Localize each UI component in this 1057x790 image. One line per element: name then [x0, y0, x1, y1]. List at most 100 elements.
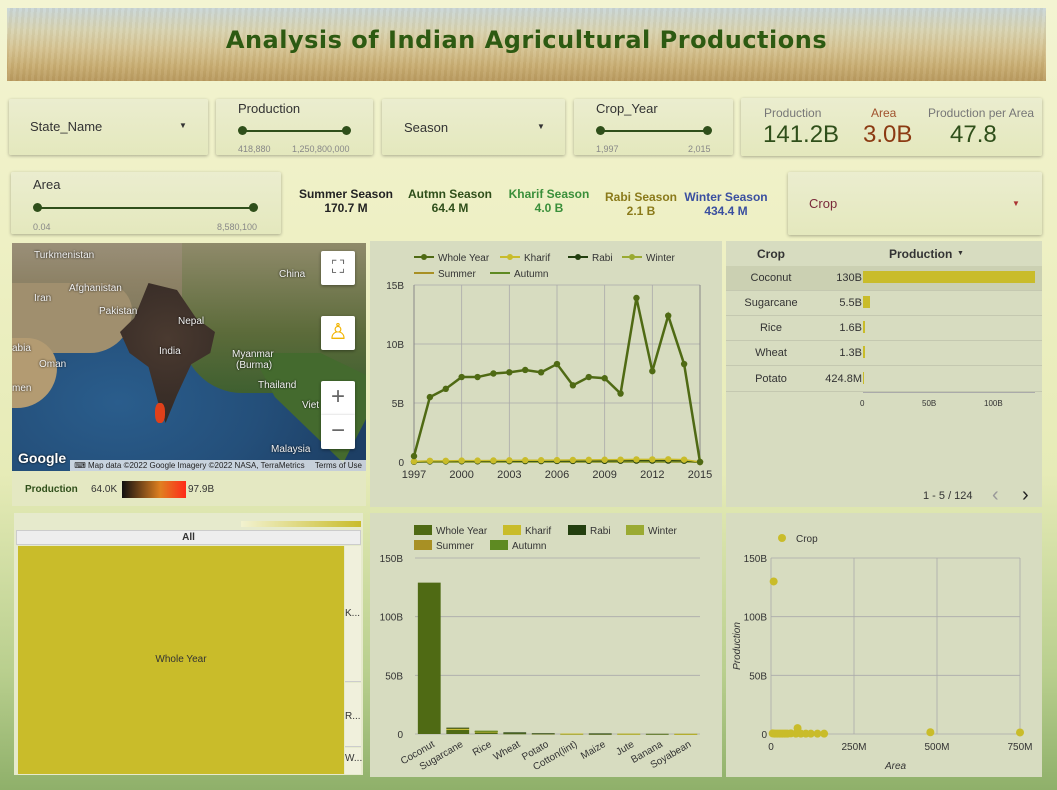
data-point: [537, 369, 545, 376]
treemap-cell-rabi[interactable]: R...: [345, 683, 361, 747]
data-point: [458, 373, 465, 381]
area-slider-min-handle[interactable]: [33, 203, 42, 212]
header-banner: Analysis of Indian Agricultural Producti…: [7, 8, 1046, 81]
y-axis-label: Production: [732, 622, 743, 670]
data-point: [522, 366, 529, 374]
data-point: [665, 312, 672, 319]
table-cell-crop: Coconut: [750, 272, 792, 284]
bar: [588, 733, 612, 735]
data-point: [474, 457, 481, 464]
data-point: [506, 457, 513, 464]
area-slider-max-handle[interactable]: [249, 203, 258, 212]
state-filter[interactable]: State_Name ▼: [9, 99, 208, 155]
fullscreen-button[interactable]: ⛶: [321, 251, 355, 285]
keyboard-icon[interactable]: ⌨: [74, 461, 88, 470]
crop-filter-label: Crop: [809, 196, 838, 211]
crop-year-slider-max-handle[interactable]: [703, 126, 712, 135]
treemap-cell-label: K...: [345, 608, 361, 619]
bar: [446, 728, 470, 730]
season-filter[interactable]: Season ▼: [382, 99, 565, 155]
x-tick-label: Wheat: [492, 739, 523, 763]
data-point: [820, 729, 829, 738]
area-slider-track: [37, 207, 254, 209]
table-header-production[interactable]: Production: [889, 247, 953, 261]
data-point: [793, 724, 802, 733]
crop-filter[interactable]: Crop ▼: [788, 172, 1042, 235]
table-cell-bar: [863, 346, 865, 358]
prev-page-button[interactable]: ‹: [992, 484, 999, 506]
table-axis-tick: 0: [860, 399, 865, 408]
data-point: [458, 457, 465, 464]
kpi-card: Production 141.2B Area 3.0B Production p…: [741, 98, 1042, 156]
table-row[interactable]: Sugarcane 5.5B: [726, 291, 1042, 316]
treemap-header[interactable]: All: [16, 530, 361, 545]
season-kharif: Kharif Season 4.0 B: [503, 187, 595, 215]
crop-year-slider-min-handle[interactable]: [596, 126, 605, 135]
table-cell-production: 1.3B: [839, 347, 862, 359]
treemap-cell-whole-year[interactable]: Whole Year: [18, 546, 344, 774]
map-india-south-highlight: [155, 403, 165, 423]
page-title: Analysis of Indian Agricultural Producti…: [225, 26, 828, 54]
table-cell-crop: Wheat: [755, 347, 787, 359]
legend-swatch: [414, 540, 432, 550]
y-tick-label: 100B: [744, 613, 768, 624]
treemap-cell-winter[interactable]: W...: [345, 748, 362, 774]
zoom-in-button[interactable]: +: [321, 381, 355, 415]
y-tick-label: 150B: [380, 554, 404, 565]
production-slider-min-handle[interactable]: [238, 126, 247, 135]
season-autumn: Autmn Season 64.4 M: [402, 187, 498, 215]
y-tick-label: 100B: [380, 613, 404, 624]
table-row[interactable]: Wheat 1.3B: [726, 341, 1042, 366]
legend-label: Kharif: [525, 526, 551, 537]
bar: [560, 733, 584, 735]
production-filter-label: Production: [238, 101, 301, 116]
y-tick-label: 0: [761, 730, 767, 741]
table-cell-production: 424.8M: [825, 373, 862, 385]
table-row[interactable]: Potato 424.8M: [726, 367, 1042, 392]
legend-swatch: [490, 540, 508, 550]
x-tick-label: 2015: [688, 469, 712, 481]
treemap-cell-kharif[interactable]: K...: [345, 546, 361, 682]
kpi-area-value: 3.0B: [863, 121, 913, 148]
table-cell-crop: Sugarcane: [744, 297, 798, 309]
production-slider-max-handle[interactable]: [342, 126, 351, 135]
y-tick-label: 50B: [385, 671, 403, 682]
x-tick-label: 0: [768, 742, 774, 753]
map-terms-link[interactable]: Terms of Use: [314, 461, 362, 470]
area-slider-min: 0.04: [33, 222, 51, 232]
x-tick-label: Maize: [579, 739, 608, 762]
legend-label: Summer: [436, 541, 474, 552]
table-row[interactable]: Rice 1.6B: [726, 316, 1042, 341]
x-axis-label: Area: [884, 761, 907, 772]
table-header-crop[interactable]: Crop: [757, 247, 785, 261]
season-summer-label: Summer Season: [298, 187, 394, 201]
street-view-pegman-icon[interactable]: ♙: [321, 316, 355, 350]
data-point: [410, 458, 418, 465]
season-winter-label: Winter Season: [684, 190, 768, 204]
data-point: [696, 458, 704, 466]
table-cell-production: 1.6B: [839, 322, 862, 334]
data-point: [649, 456, 656, 463]
zoom-out-button[interactable]: −: [321, 415, 355, 449]
y-tick-label: 0: [397, 730, 403, 741]
data-point: [617, 456, 624, 463]
map-attribution-text: Map data ©2022 Google Imagery ©2022 NASA…: [88, 461, 305, 470]
next-page-button[interactable]: ›: [1022, 484, 1029, 506]
data-point: [569, 382, 577, 389]
geo-map[interactable]: Turkmenistan China Afghanistan Iran Paki…: [12, 243, 366, 471]
map-label-afghanistan: Afghanistan: [69, 283, 122, 294]
table-cell-bar: [863, 271, 1035, 283]
data-point: [522, 457, 529, 464]
map-label-myanmar: Myanmar: [232, 349, 274, 360]
data-point: [665, 456, 672, 463]
y-tick-label: 5B: [392, 399, 405, 410]
legend-marker: [778, 534, 786, 542]
bar: [474, 730, 498, 732]
map-label-malaysia: Malaysia: [271, 444, 311, 455]
table-cell-bar: [863, 321, 866, 333]
sort-desc-icon[interactable]: ▼: [957, 250, 964, 257]
x-tick-label: Rice: [471, 739, 494, 759]
kpi-per-area-value: 47.8: [950, 121, 997, 148]
legend-label: Whole Year: [438, 253, 490, 264]
table-row[interactable]: Coconut 130B: [726, 266, 1042, 291]
